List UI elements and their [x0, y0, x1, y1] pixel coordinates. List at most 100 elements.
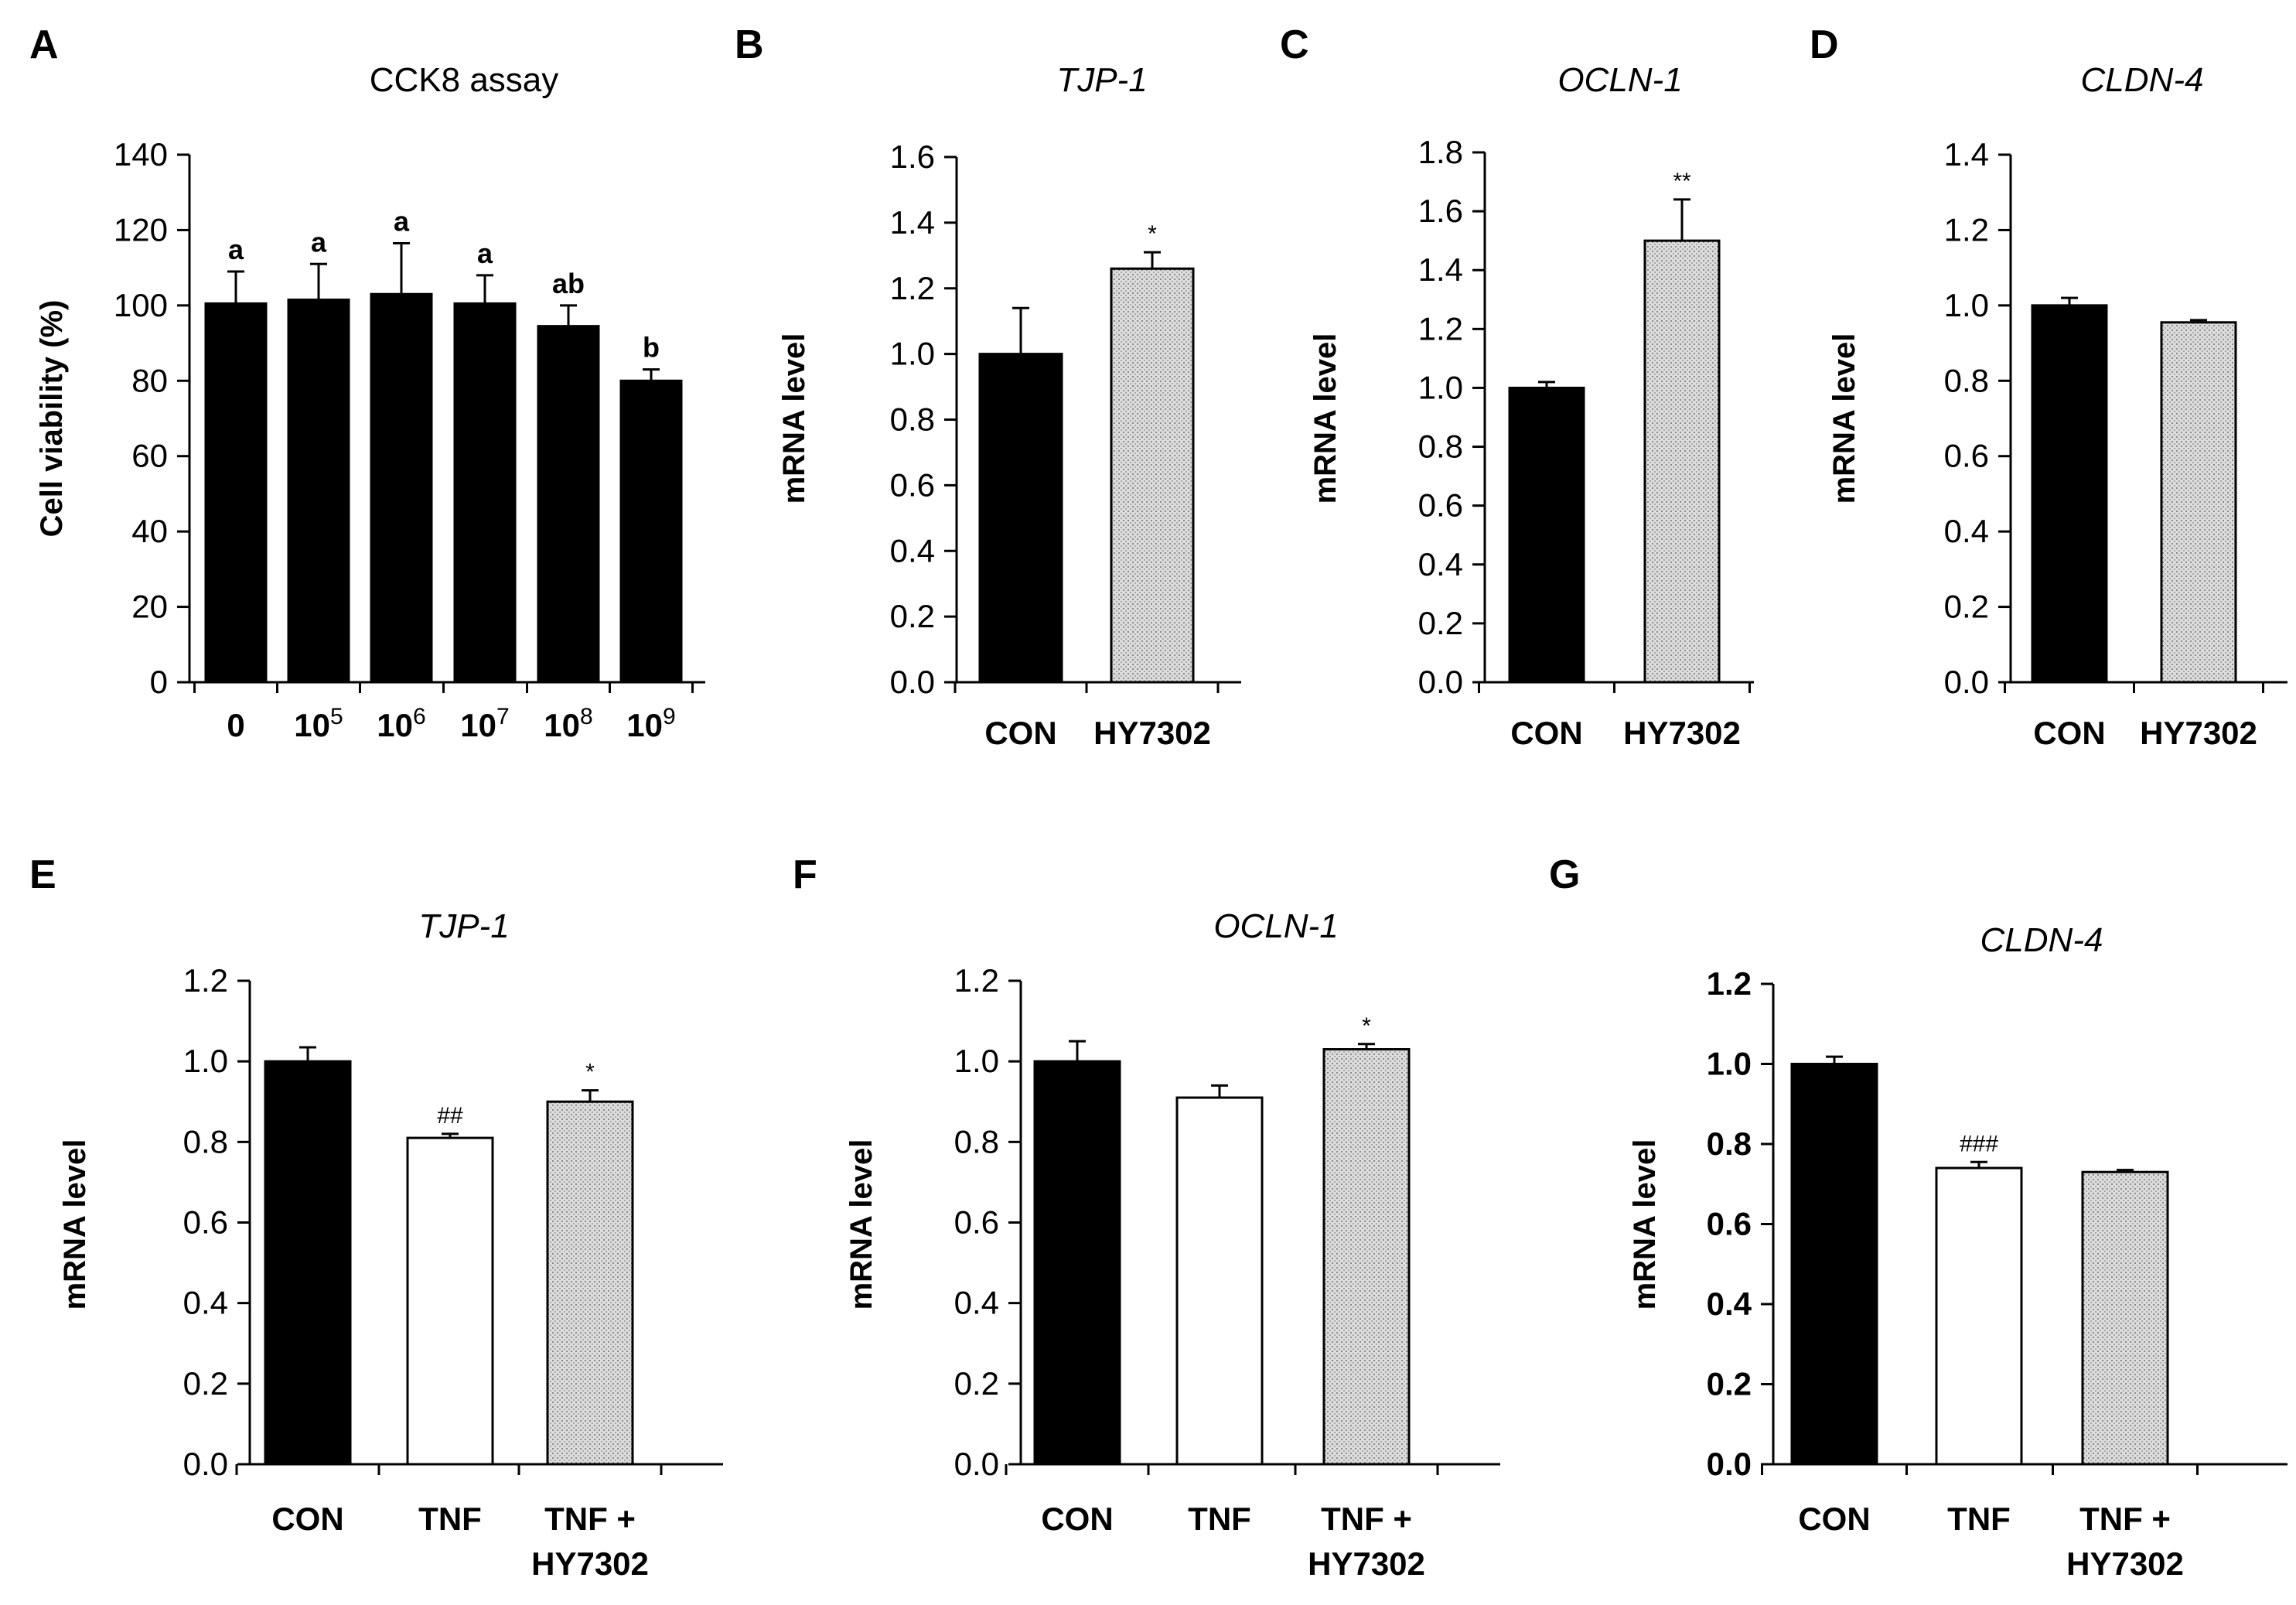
- y-tick-label: 1.2: [1707, 965, 1752, 1002]
- x-tick-label: CON: [2033, 715, 2105, 751]
- panel-label: D: [1810, 22, 1839, 67]
- y-tick-label: 1.0: [1418, 369, 1463, 405]
- y-tick-label: 0.8: [1944, 362, 1989, 398]
- x-tick-label: HY7302: [2066, 1545, 2184, 1582]
- bar: [619, 379, 683, 684]
- significance-label: *: [1148, 221, 1157, 247]
- bar: [1110, 267, 1195, 684]
- chart-title: OCLN-1: [1213, 907, 1338, 945]
- panel-label: B: [735, 22, 764, 67]
- x-tick-label: 107: [460, 704, 509, 743]
- y-tick-label: 0.8: [183, 1123, 228, 1159]
- y-tick-label: 1.4: [1944, 136, 1989, 172]
- bar: [1935, 1166, 2023, 1466]
- y-tick-label: 0.0: [1707, 1446, 1752, 1482]
- y-tick-label: 0.4: [890, 532, 935, 569]
- significance-label: a: [477, 237, 493, 269]
- y-axis-label: mRNA level: [1308, 333, 1342, 504]
- significance-label: *: [585, 1060, 595, 1085]
- y-tick-label: 1.0: [890, 336, 935, 372]
- significance-label: **: [1673, 169, 1691, 194]
- y-tick-label: 1.6: [890, 138, 935, 175]
- y-axis-label: Cell viability (%): [35, 300, 69, 538]
- y-tick-label: 0.2: [954, 1365, 999, 1402]
- x-tick-label: TNF +: [1321, 1501, 1412, 1537]
- bar: [978, 353, 1063, 684]
- y-tick-label: 0.0: [954, 1446, 999, 1482]
- x-tick-label: 106: [377, 704, 425, 743]
- chart-panel-d: D CLDN-4 mRNA level 0.0 0.2 0.4 0.6 0.8 1.0 1.2 1.…: [1810, 22, 2287, 751]
- y-tick-label: 1.4: [1418, 251, 1463, 288]
- bar: [546, 1100, 634, 1466]
- chart-title: CLDN-4: [1980, 921, 2103, 959]
- significance-label: ###: [1960, 1131, 1998, 1156]
- y-tick-label: 0.4: [183, 1285, 228, 1321]
- significance-label: b: [643, 332, 660, 364]
- y-tick-label: 0.2: [890, 598, 935, 634]
- y-tick-label: 1.2: [890, 270, 935, 306]
- bar: [453, 302, 517, 684]
- bar: [2160, 321, 2237, 684]
- x-tick-label: CON: [1510, 715, 1582, 751]
- chart-title: CCK8 assay: [370, 61, 559, 99]
- x-tick-label: TNF +: [544, 1501, 636, 1537]
- y-tick-label: 0.8: [890, 401, 935, 438]
- y-tick-label: 0.2: [183, 1365, 228, 1402]
- y-tick-label: 100: [114, 287, 168, 323]
- bar: [2081, 1170, 2169, 1466]
- panel-label: A: [29, 22, 59, 67]
- y-tick-label: 1.0: [183, 1043, 228, 1079]
- x-tick-label: 0: [227, 707, 244, 743]
- x-tick-label: 108: [544, 704, 592, 743]
- chart-title: OCLN-1: [1557, 61, 1682, 99]
- y-tick-label: 0.8: [1707, 1125, 1752, 1162]
- significance-label: a: [311, 226, 327, 258]
- significance-label: ab: [552, 268, 585, 299]
- y-tick-label: 140: [114, 136, 168, 172]
- x-tick-label: 109: [626, 704, 675, 743]
- panel-label: F: [793, 852, 817, 897]
- chart-panel-e: E TJP-1 mRNA level 0.0 0.2 0.4 0.6 0.8 1.0 1.2 CON…: [29, 852, 723, 1582]
- y-tick-label: 0.8: [954, 1123, 999, 1159]
- x-tick-label: HY7302: [1623, 715, 1741, 751]
- bar: [406, 1136, 494, 1466]
- x-tick-label: 105: [294, 704, 343, 743]
- chart-title: TJP-1: [418, 907, 509, 945]
- chart-panel-b: B TJP-1 mRNA level 0.0 0.2 0.4 0.6 0.8 1.0 1.2 1.4…: [735, 22, 1241, 751]
- y-tick-label: 0.2: [1418, 605, 1463, 641]
- y-tick-label: 40: [131, 513, 168, 549]
- y-tick-label: 1.0: [954, 1043, 999, 1079]
- x-tick-label: HY7302: [1308, 1545, 1425, 1582]
- x-tick-label: CON: [984, 715, 1056, 751]
- significance-label: *: [1362, 1013, 1371, 1039]
- panel-label: G: [1549, 852, 1580, 897]
- y-tick-label: 0.6: [890, 466, 935, 503]
- chart-panel-c: C OCLN-1 mRNA level 0.0 0.2 0.4 0.6 0.8 1.0 1.2 1.…: [1280, 22, 1754, 751]
- y-axis-label: mRNA level: [58, 1139, 92, 1310]
- y-tick-label: 0.6: [1707, 1206, 1752, 1242]
- y-tick-label: 120: [114, 211, 168, 248]
- y-tick-label: 0.2: [1944, 589, 1989, 625]
- y-axis-label: mRNA level: [1827, 333, 1861, 504]
- y-tick-label: 0.0: [890, 664, 935, 700]
- y-tick-label: 1.0: [1944, 287, 1989, 323]
- bar: [1033, 1060, 1121, 1466]
- y-tick-label: 0.6: [1944, 438, 1989, 474]
- x-tick-label: CON: [271, 1501, 343, 1537]
- y-tick-label: 1.4: [890, 204, 935, 241]
- bar: [1175, 1096, 1264, 1466]
- bar: [2031, 304, 2108, 684]
- y-tick-label: 0.2: [1707, 1366, 1752, 1402]
- significance-label: ##: [437, 1103, 463, 1129]
- chart-panel-g: G CLDN-4 mRNA level 0.0 0.2 0.4 0.6 0.8 1.0 1.2 CO…: [1549, 852, 2287, 1582]
- y-tick-label: 0.0: [1944, 664, 1989, 700]
- x-tick-label: TNF: [1947, 1501, 2011, 1537]
- chart-panel-f: F OCLN-1 mRNA level 0.0 0.2 0.4 0.6 0.8 1.0 1.2 CO…: [793, 852, 1500, 1582]
- y-tick-label: 0.6: [183, 1204, 228, 1241]
- x-tick-label: TNF: [418, 1501, 482, 1537]
- x-tick-label: HY7302: [2140, 715, 2257, 751]
- chart-title: CLDN-4: [2081, 61, 2204, 99]
- bar: [1508, 386, 1585, 684]
- bar: [1643, 239, 1721, 684]
